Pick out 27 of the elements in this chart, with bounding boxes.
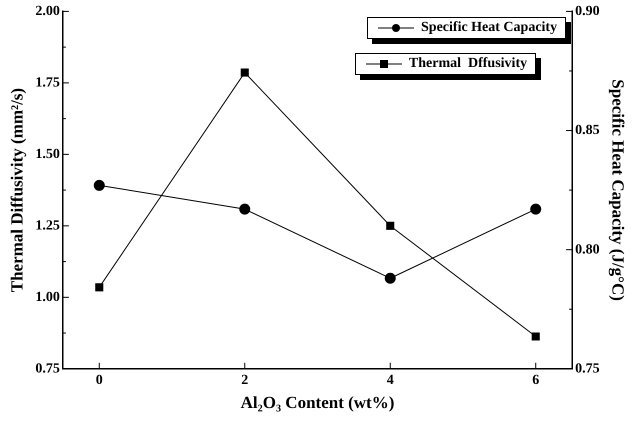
point [532, 332, 540, 341]
y2-tick-label: 0.80 [575, 242, 600, 258]
x-axis-title: Al₂O₃ Content (wt%) [240, 393, 394, 412]
point [530, 204, 542, 215]
x-tick-label: 2 [241, 372, 248, 388]
y2-tick-label: 0.85 [575, 123, 600, 138]
y-tick-label: 1.00 [35, 290, 60, 305]
legend-label: Thermal Dffusivity [408, 56, 528, 72]
point [94, 180, 105, 191]
y-tick-label: 0.75 [35, 361, 60, 376]
point [95, 283, 104, 292]
point [386, 222, 394, 230]
y2-tick-label: 0.75 [575, 361, 600, 376]
x-tick-label: 0 [96, 372, 103, 388]
point [384, 272, 396, 284]
y-axis-title: Thermal Diffusivity (mm²/s) [8, 88, 27, 292]
y-tick-label: 1.75 [35, 75, 60, 90]
point [240, 68, 249, 77]
y-tick-label: 1.50 [35, 146, 60, 162]
x-tick-label: 6 [532, 372, 540, 388]
y-tick-label: 2.00 [35, 4, 60, 20]
point [239, 204, 250, 215]
legend-label: Specific Heat Capacity [421, 20, 558, 36]
y2-axis-title: Specific Heat Capacity (J/g°C) [608, 79, 628, 301]
y-tick-label: 1.25 [35, 218, 60, 234]
x-tick-label: 4 [386, 372, 394, 388]
y2-tick-label: 0.90 [575, 4, 600, 20]
